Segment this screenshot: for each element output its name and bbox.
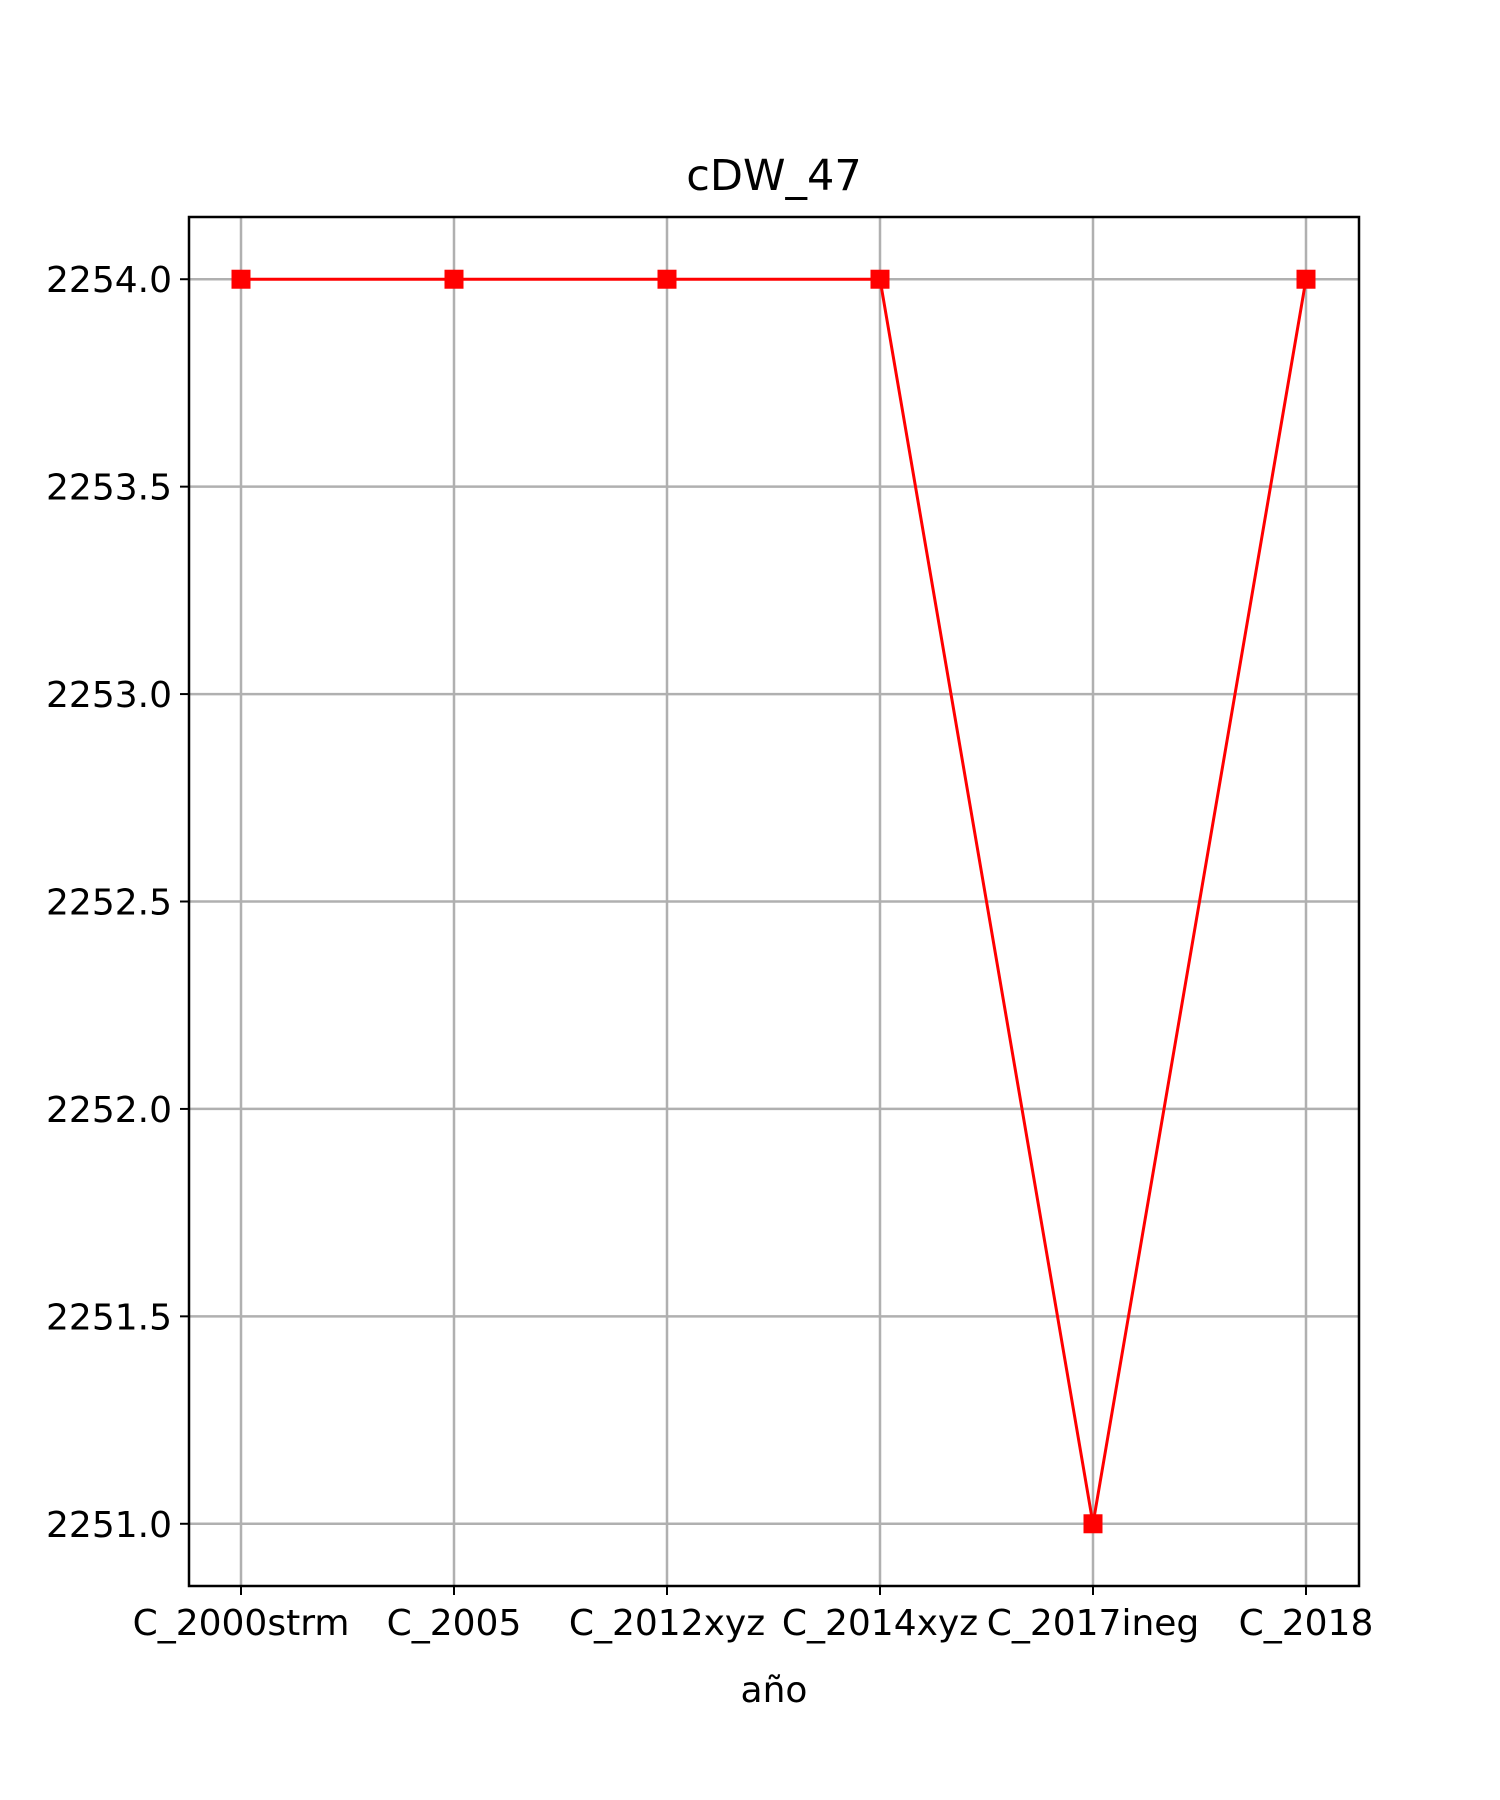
x-axis-label: año: [741, 1670, 808, 1711]
x-tick-label: C_2005: [387, 1603, 522, 1644]
y-tick-label: 2252.0: [46, 1090, 172, 1131]
x-tick-label: C_2012xyz: [569, 1603, 765, 1644]
y-tick-label: 2252.5: [46, 883, 172, 924]
y-tick-label: 2251.5: [46, 1297, 172, 1338]
x-tick-label: C_2017ineg: [987, 1603, 1200, 1644]
axis-ticks: C_2000strm C_2005 C_2012xyz C_2014xyz C_2017…: [46, 260, 1373, 1644]
data-point-marker: [1296, 269, 1316, 289]
y-tick-label: 2253.0: [46, 675, 172, 716]
y-tick-label: 2251.0: [46, 1505, 172, 1546]
data-point-marker: [657, 269, 677, 289]
y-tick-label: 2254.0: [46, 260, 172, 301]
data-point-marker: [444, 269, 464, 289]
x-tick-label: C_2000strm: [133, 1603, 350, 1644]
series-line: [241, 277, 1308, 1525]
data-point-marker: [870, 269, 890, 289]
x-tick-label: C_2014xyz: [782, 1603, 978, 1644]
y-tick-label: 2253.5: [46, 468, 172, 509]
x-tick-label: C_2018: [1239, 1603, 1374, 1644]
chart-title: cDW_47: [686, 151, 862, 201]
data-point-marker: [1083, 1514, 1103, 1534]
data-point-marker: [231, 269, 251, 289]
series-layer: [231, 269, 1316, 1534]
